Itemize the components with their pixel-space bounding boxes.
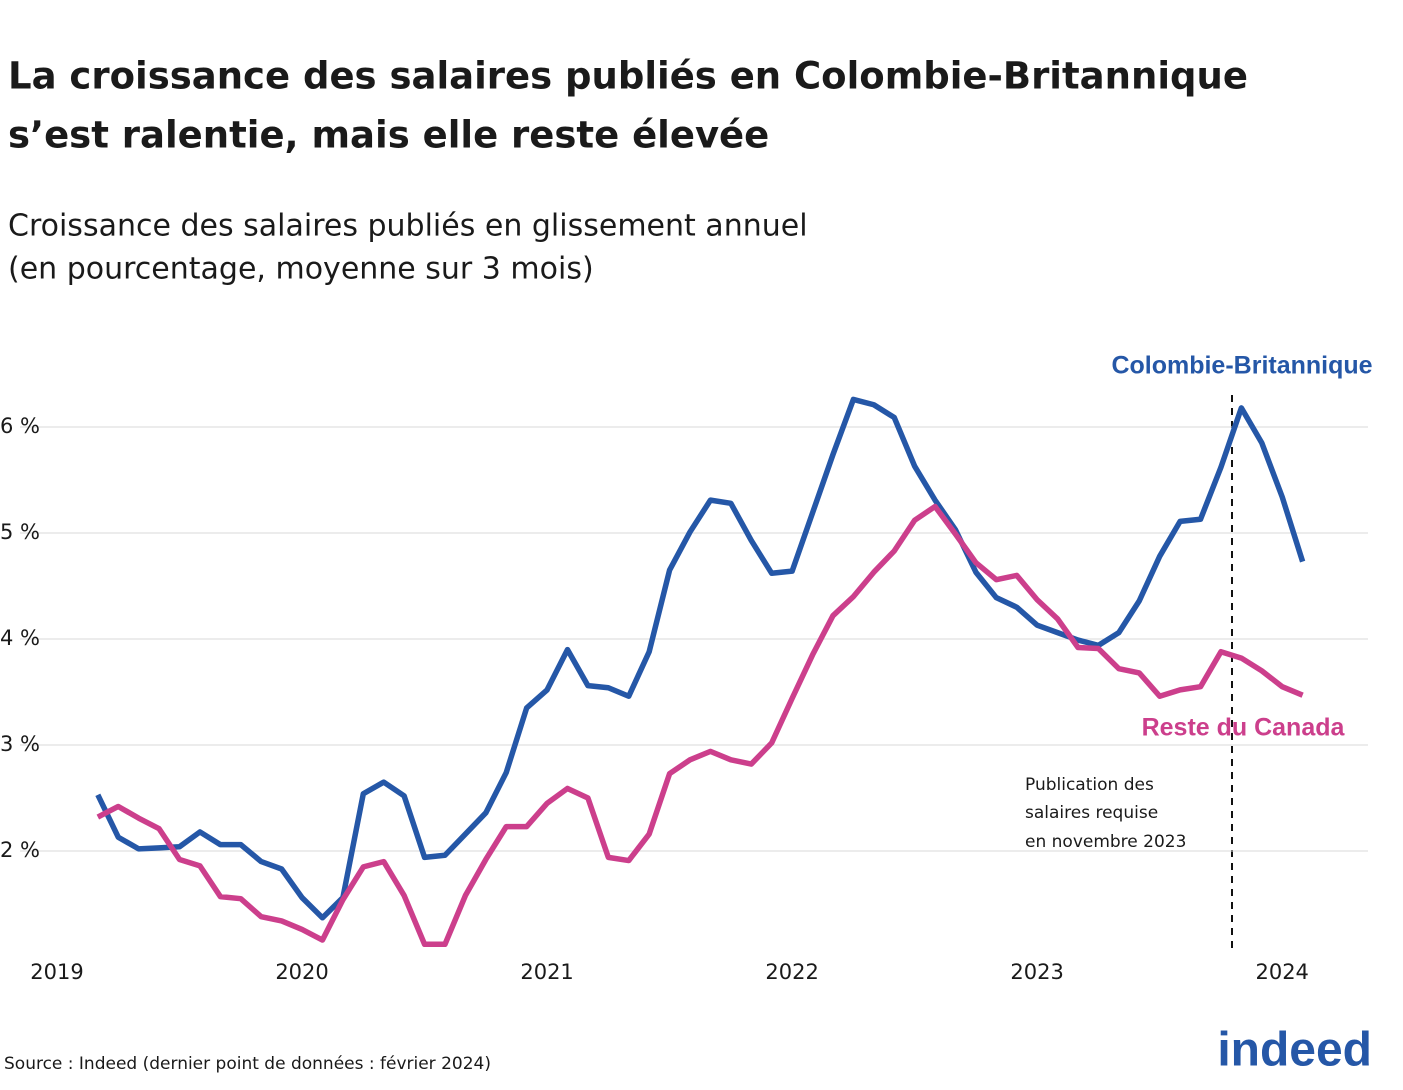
logo: indeed <box>1217 1024 1372 1077</box>
series-line <box>96 503 1304 948</box>
y-tick-label: 2 % <box>0 838 40 862</box>
annotation: salaires requise <box>1025 803 1158 823</box>
x-tick-label: 2019 <box>30 960 83 984</box>
source: Source : Indeed (dernier point de donnée… <box>4 1054 491 1074</box>
annotation: en novembre 2023 <box>1025 832 1186 852</box>
y-tick-label: 3 % <box>0 732 40 756</box>
legend-label: Reste du Canada <box>1142 714 1346 742</box>
x-tick-label: 2024 <box>1255 960 1308 984</box>
chart-title: La croissance des salaires publiés en Co… <box>8 55 1248 98</box>
chart-subtitle: Croissance des salaires publiés en gliss… <box>8 209 808 244</box>
x-tick-label: 2021 <box>520 960 573 984</box>
y-tick-label: 5 % <box>0 520 40 544</box>
x-tick-label: 2023 <box>1010 960 1063 984</box>
series-line <box>95 396 1306 921</box>
chart-title: s’est ralentie, mais elle reste élevée <box>8 114 769 157</box>
y-tick-label: 4 % <box>0 626 40 650</box>
legend-label: Colombie-Britannique <box>1111 352 1372 380</box>
annotation: Publication des <box>1025 775 1154 795</box>
x-tick-label: 2020 <box>275 960 328 984</box>
chart-subtitle: (en pourcentage, moyenne sur 3 mois) <box>8 252 594 287</box>
y-tick-label: 6 % <box>0 414 40 438</box>
x-tick-label: 2022 <box>765 960 818 984</box>
